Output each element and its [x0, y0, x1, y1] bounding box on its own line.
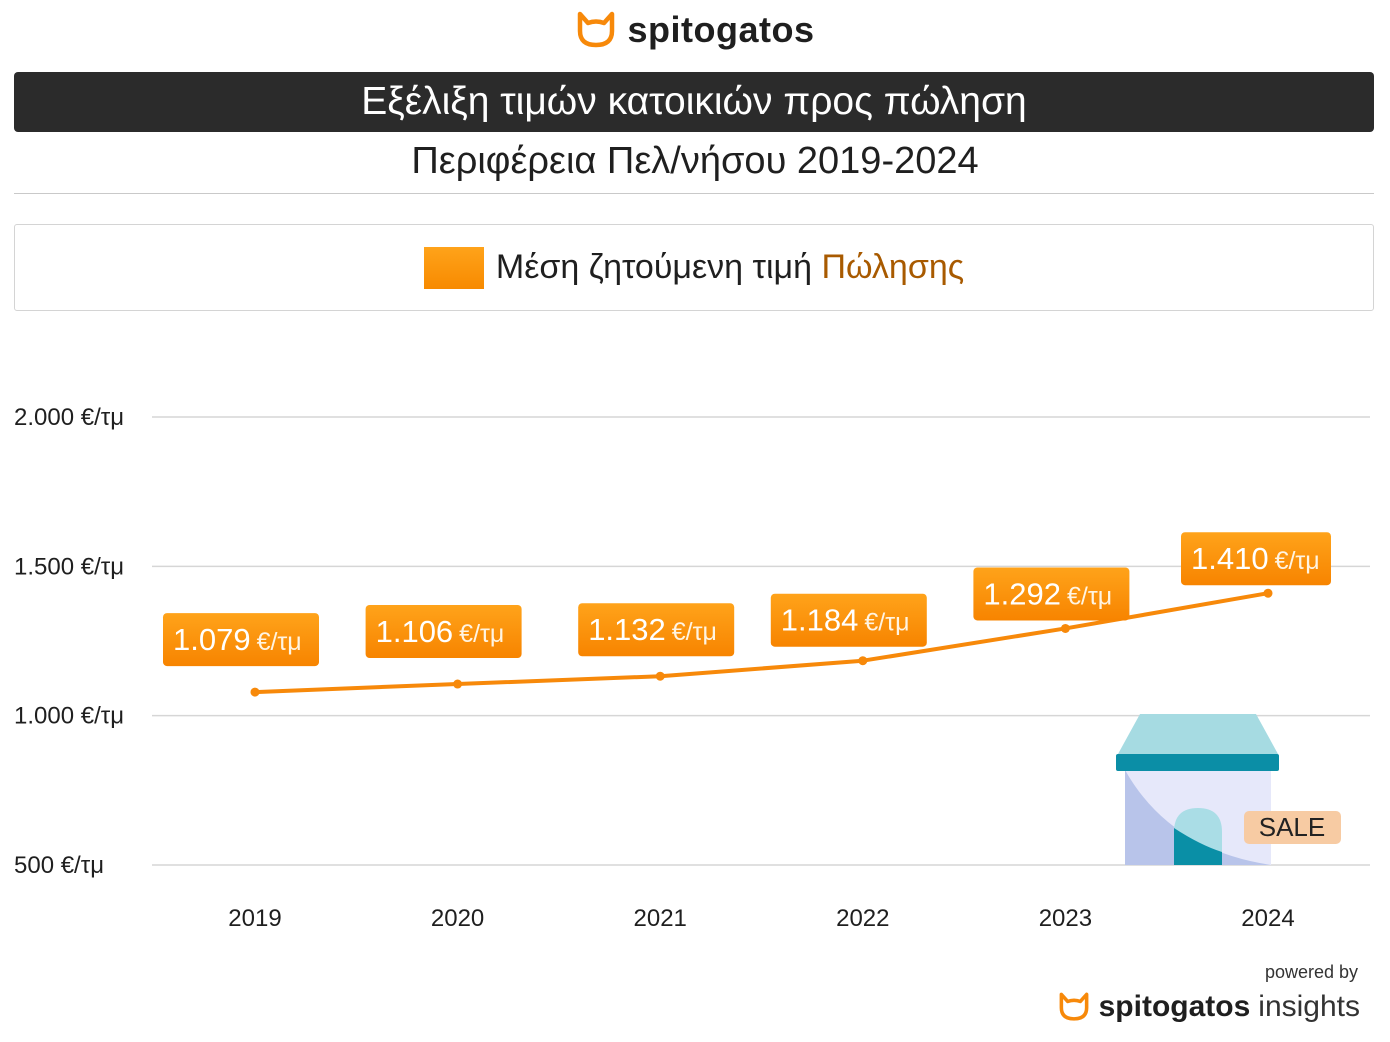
cat-logo-icon — [578, 11, 615, 48]
x-tick-label: 2023 — [1039, 905, 1092, 932]
data-point — [655, 671, 665, 681]
chart-title: Εξέλιξη τιμών κατοικιών προς πώληση — [14, 72, 1374, 132]
x-tick-label: 2019 — [228, 905, 281, 932]
spitogatos-logo: spitogatos — [0, 8, 1390, 52]
y-tick-label: 2.000 €/τμ — [14, 404, 124, 431]
data-label-text: 1.132 €/τμ — [588, 612, 717, 647]
footer-brand: spitogatos — [1098, 990, 1251, 1023]
data-point — [1060, 623, 1070, 633]
data-point — [250, 687, 260, 697]
data-label: 1.106 €/τμ — [365, 605, 522, 659]
legend-swatch — [423, 246, 484, 289]
y-tick-label: 1.500 €/τμ — [14, 553, 124, 580]
legend-label: Μέση ζητούμενη τιμή — [495, 248, 822, 286]
data-label-box — [770, 593, 927, 647]
powered-by: powered by — [1264, 962, 1358, 982]
data-label: 1.132 €/τμ — [578, 603, 735, 657]
legend-text: Μέση ζητούμενη τιμή Πώλησης — [496, 248, 964, 287]
brand-name: spitogatos — [627, 9, 815, 50]
x-tick-label: 2021 — [634, 905, 687, 932]
data-label-text: 1.184 €/τμ — [781, 603, 910, 638]
spitogatos-insights-logo: spitogatos insights — [1057, 990, 1360, 1024]
x-tick-label: 2022 — [836, 905, 889, 932]
series-line — [253, 591, 1270, 695]
data-label: 1.292 €/τμ — [973, 567, 1130, 621]
data-label-text: 1.106 €/τμ — [376, 614, 505, 649]
chart-title-text: Εξέλιξη τιμών κατοικιών προς πώληση — [361, 80, 1027, 123]
data-label-text: 1.292 €/τμ — [983, 576, 1112, 611]
sale-label: SALE — [1259, 812, 1326, 842]
data-label-box — [973, 567, 1130, 621]
x-tick-label: 2024 — [1241, 905, 1294, 932]
legend: Μέση ζητούμενη τιμή Πώλησης — [14, 224, 1374, 311]
data-label-box — [163, 613, 319, 667]
data-label-box — [365, 605, 522, 659]
cat-logo-icon — [1059, 992, 1089, 1021]
data-label: 1.079 €/τμ — [163, 613, 319, 667]
data-label-text: 1.079 €/τμ — [173, 622, 302, 657]
house-sale-illustration: SALE — [1116, 714, 1341, 865]
legend-accent: Πώλησης — [821, 248, 965, 286]
data-point — [858, 656, 868, 666]
data-label: 1.184 €/τμ — [770, 593, 927, 647]
data-label-text: 1.410 €/τμ — [1191, 541, 1320, 576]
line-chart: 500 €/τμ 1.000 €/τμ 1.500 €/τμ 2.000 €/τμ 20… — [14, 404, 1370, 932]
footer-product: insights — [1258, 990, 1360, 1023]
y-tick-label: 500 €/τμ — [14, 852, 104, 879]
data-point — [453, 679, 463, 689]
data-label-box — [578, 603, 735, 657]
data-label-box — [1181, 532, 1331, 586]
y-tick-label: 1.000 €/τμ — [14, 703, 124, 730]
x-tick-label: 2020 — [431, 905, 484, 932]
divider — [14, 193, 1374, 194]
data-label: 1.410 €/τμ — [1181, 532, 1331, 586]
data-point — [1263, 588, 1273, 598]
chart-subtitle: Περιφέρεια Πελ/νήσου 2019-2024 — [411, 140, 979, 182]
